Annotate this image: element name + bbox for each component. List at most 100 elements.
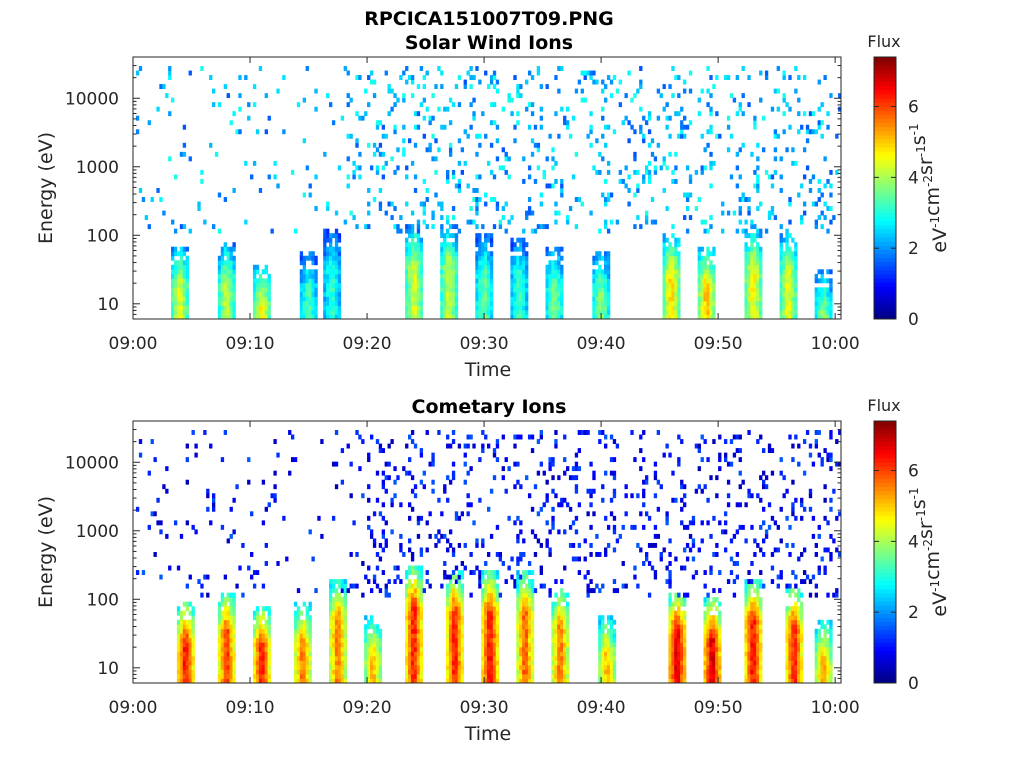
flux-cell xyxy=(481,448,485,454)
flux-cell xyxy=(510,296,514,302)
flux-cell xyxy=(405,628,409,634)
flux-cell xyxy=(451,588,456,594)
flux-cell xyxy=(255,637,260,643)
flux-cell xyxy=(288,430,292,435)
flux-cell xyxy=(522,264,526,270)
flux-cell xyxy=(522,673,526,679)
flux-cell xyxy=(668,628,672,634)
flux-cell xyxy=(598,552,602,557)
flux-cell xyxy=(712,305,716,311)
flux-cell xyxy=(434,84,438,90)
flux-cell xyxy=(408,75,412,80)
flux-cell xyxy=(226,678,230,684)
flux-cell xyxy=(668,579,672,585)
flux-cell xyxy=(232,601,236,607)
flux-cell xyxy=(337,678,342,684)
flux-cell xyxy=(700,538,704,544)
flux-cell xyxy=(334,300,339,306)
flux-cell xyxy=(522,601,526,607)
flux-cell xyxy=(232,278,236,284)
flux-cell xyxy=(448,597,453,603)
flux-cell xyxy=(551,457,555,463)
flux-cell xyxy=(489,237,494,243)
flux-cell xyxy=(665,237,669,243)
flux-cell xyxy=(677,273,681,279)
flux-cell xyxy=(706,251,710,257)
flux-cell xyxy=(598,655,602,661)
flux-cell xyxy=(738,457,742,463)
flux-cell xyxy=(173,246,178,252)
flux-cell xyxy=(592,488,596,494)
flux-cell xyxy=(487,669,491,675)
flux-cell xyxy=(375,124,380,130)
flux-cell xyxy=(565,215,570,221)
flux-cell xyxy=(516,479,520,485)
flux-cell xyxy=(677,628,681,634)
flux-cell xyxy=(446,215,450,221)
flux-cell xyxy=(554,291,558,297)
flux-cell xyxy=(305,165,309,171)
flux-cell xyxy=(311,300,315,306)
flux-cell xyxy=(487,673,491,679)
flux-cell xyxy=(478,282,482,288)
flux-cell xyxy=(595,255,599,261)
flux-cell xyxy=(688,547,693,553)
flux-cell xyxy=(516,624,520,630)
flux-cell xyxy=(604,664,608,670)
flux-cell xyxy=(372,79,377,85)
flux-cell xyxy=(519,619,523,625)
flux-cell xyxy=(261,287,266,293)
flux-cell xyxy=(557,282,561,288)
flux-cell xyxy=(446,269,450,275)
flux-cell xyxy=(557,278,561,284)
flux-cell xyxy=(647,592,652,598)
flux-cell xyxy=(375,669,380,675)
flux-cell xyxy=(604,678,608,684)
flux-cell xyxy=(598,169,602,175)
flux-cell xyxy=(677,655,681,661)
flux-cell xyxy=(545,300,549,306)
flux-cell xyxy=(258,287,263,293)
flux-cell xyxy=(355,75,359,80)
flux-cell xyxy=(481,637,485,643)
flux-cell xyxy=(747,570,751,575)
flux-cell xyxy=(548,296,552,302)
flux-cell xyxy=(776,106,780,112)
flux-cell xyxy=(369,79,374,85)
flux-cell xyxy=(530,610,535,616)
flux-cell xyxy=(369,673,374,679)
flux-cell xyxy=(756,278,760,284)
flux-cell xyxy=(706,66,710,71)
flux-cell xyxy=(712,664,716,670)
flux-cell xyxy=(683,565,687,571)
flux-cell xyxy=(150,197,154,202)
flux-cell xyxy=(674,615,678,621)
flux-cell xyxy=(478,579,482,585)
flux-cell xyxy=(489,314,494,320)
flux-cell xyxy=(492,448,497,454)
flux-cell xyxy=(191,619,195,625)
flux-cell xyxy=(712,588,716,594)
flux-cell xyxy=(255,129,260,135)
flux-cell xyxy=(159,84,163,90)
flux-cell xyxy=(729,461,734,467)
flux-cell xyxy=(232,188,236,193)
flux-cell xyxy=(759,610,763,616)
flux-cell xyxy=(715,633,719,639)
flux-cell xyxy=(604,197,608,202)
flux-cell xyxy=(311,309,315,315)
flux-cell xyxy=(612,129,617,135)
flux-cell xyxy=(419,628,424,634)
flux-cell xyxy=(750,493,754,499)
flux-cell xyxy=(343,615,347,621)
flux-cell xyxy=(481,655,485,661)
flux-cell xyxy=(525,678,529,684)
flux-cell xyxy=(586,588,590,594)
flux-cell xyxy=(513,287,517,293)
flux-cell xyxy=(762,470,766,476)
flux-cell xyxy=(484,637,488,643)
flux-cell xyxy=(492,197,497,202)
flux-cell xyxy=(446,628,450,634)
flux-cell xyxy=(375,678,380,684)
flux-cell xyxy=(726,502,731,508)
